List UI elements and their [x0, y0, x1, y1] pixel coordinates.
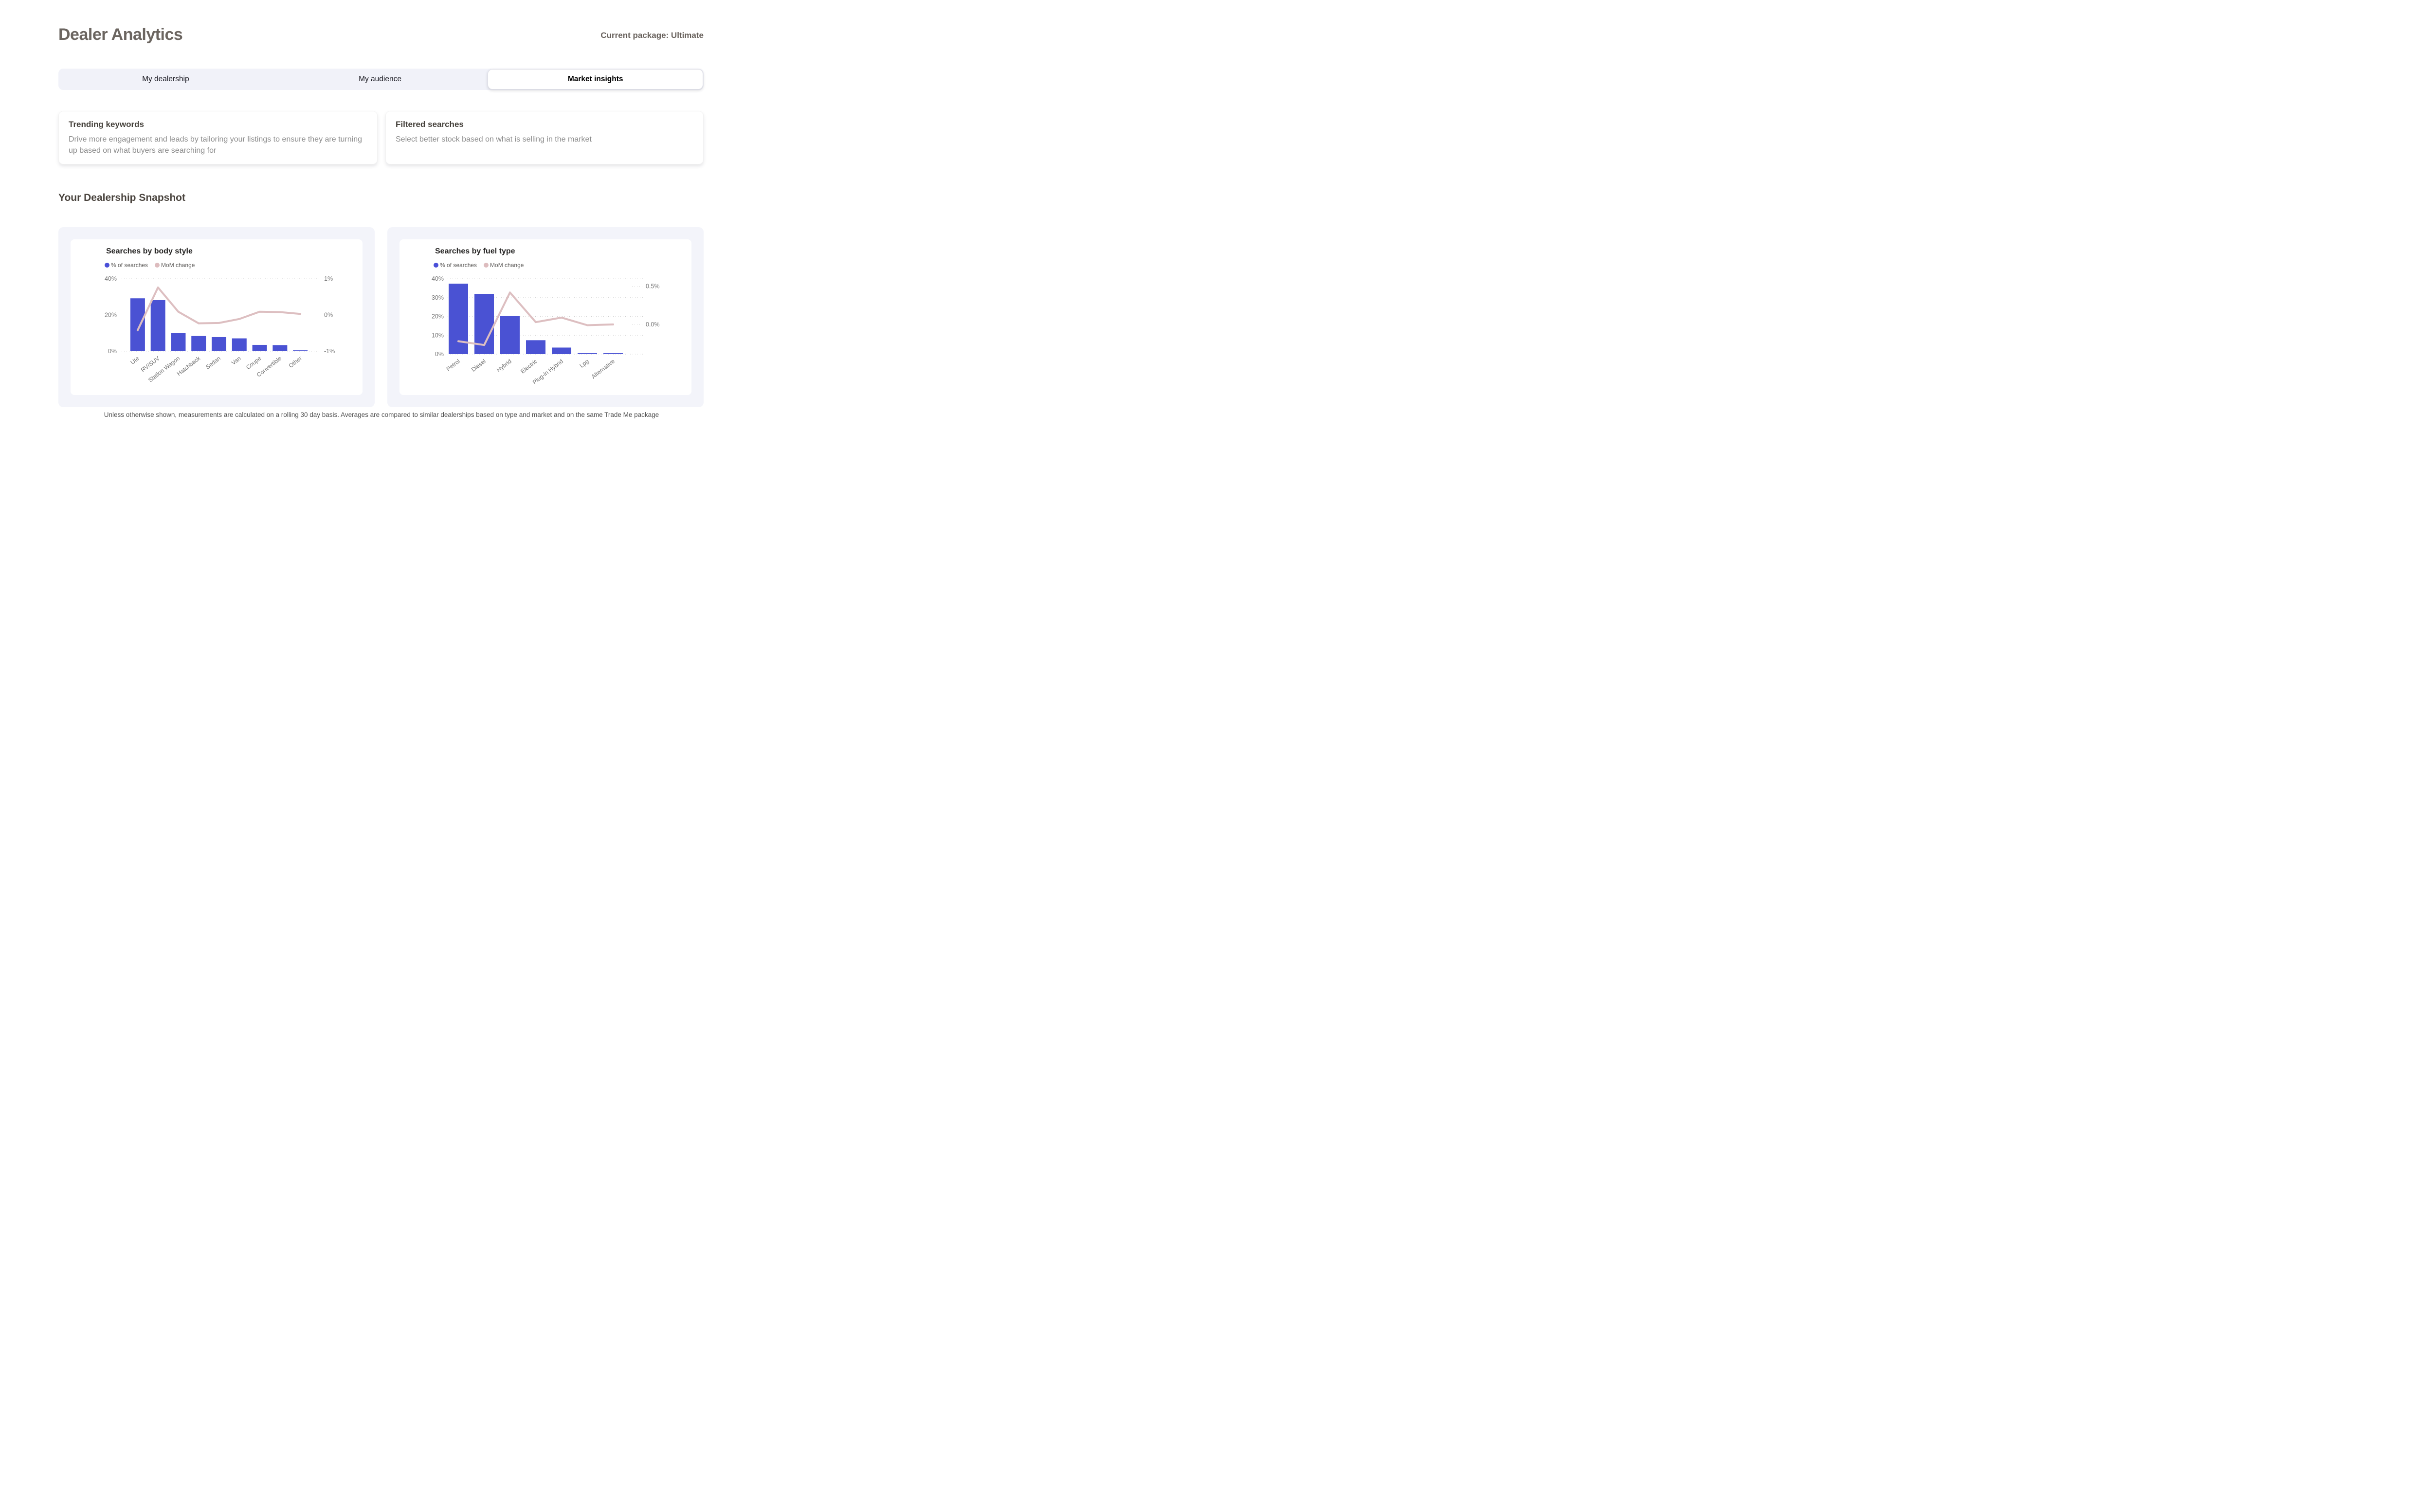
- tab-my-dealership[interactable]: My dealership: [58, 69, 273, 90]
- page-title: Dealer Analytics: [58, 25, 183, 44]
- dealer-analytics-page: Dealer Analytics Current package: Ultima…: [0, 0, 763, 440]
- bar: [526, 340, 545, 354]
- right-axis-tick-label: 0.0%: [646, 321, 660, 328]
- left-axis-tick-label: 20%: [432, 313, 444, 320]
- left-axis-tick-label: 30%: [432, 294, 444, 301]
- tab-bar: My dealership My audience Market insight…: [58, 69, 704, 90]
- bar: [449, 284, 468, 354]
- bar: [232, 338, 247, 351]
- body-style-chart-legend: % of searches MoM change: [105, 262, 195, 269]
- mom-change-line: [136, 286, 302, 331]
- left-axis-tick-label: 0%: [108, 348, 117, 355]
- left-axis-tick-label: 40%: [105, 275, 117, 282]
- filtered-searches-title: Filtered searches: [396, 120, 464, 129]
- trending-keywords-card[interactable]: Trending keywords Drive more engagement …: [58, 111, 378, 164]
- x-axis-category-label: Hybrid: [495, 358, 513, 373]
- legend-searches-label: % of searches: [111, 262, 148, 269]
- left-axis-tick-label: 20%: [105, 312, 117, 319]
- bar: [272, 345, 288, 351]
- left-axis-tick-label: 0%: [435, 351, 444, 358]
- body-style-panel: 0% 20% 40% -1% 0% 1% Ute RV/SUV Station Wagon Hat…: [58, 227, 375, 407]
- tab-market-insights-label: Market insights: [567, 75, 623, 83]
- bar: [603, 353, 623, 354]
- dealership-snapshot-heading: Your Dealership Snapshot: [58, 192, 185, 203]
- fuel-type-chart-title: Searches by fuel type: [435, 247, 515, 255]
- trending-keywords-description: Drive more engagement and leads by tailo…: [69, 135, 362, 155]
- current-package-label: Current package: Ultimate: [600, 31, 704, 40]
- bar: [130, 298, 145, 351]
- legend-searches-label: % of searches: [440, 262, 477, 269]
- fuel-type-panel: 0% 10% 20% 30% 40% 0.0% 0.5% Petrol Diesel Hybrid…: [387, 227, 704, 407]
- bar: [293, 350, 308, 351]
- fuel-type-chart-legend: % of searches MoM change: [434, 262, 524, 269]
- left-axis-tick-label: 40%: [432, 275, 444, 282]
- right-axis-tick-label: 0%: [324, 312, 333, 319]
- x-axis-category-label: Other: [288, 355, 303, 369]
- mom-series-dot-icon: [155, 263, 160, 268]
- tab-market-insights[interactable]: Market insights: [488, 69, 704, 90]
- legend-item-searches: % of searches: [105, 262, 148, 269]
- tab-my-audience[interactable]: My audience: [273, 69, 488, 90]
- body-style-chart-title: Searches by body style: [106, 247, 193, 255]
- filtered-searches-description: Select better stock based on what is sel…: [396, 135, 592, 144]
- x-axis-category-label: Hatchback: [176, 355, 202, 378]
- tab-my-dealership-label: My dealership: [142, 75, 189, 83]
- trending-keywords-title: Trending keywords: [69, 120, 144, 129]
- x-axis-category-label: Alternative: [590, 358, 617, 380]
- bar: [500, 316, 520, 354]
- legend-item-searches: % of searches: [434, 262, 477, 269]
- bar: [578, 353, 597, 354]
- bar: [212, 337, 227, 351]
- searches-series-dot-icon: [434, 263, 438, 268]
- fuel-type-chart-card: 0% 10% 20% 30% 40% 0.0% 0.5% Petrol Diesel Hybrid…: [399, 239, 691, 395]
- tab-my-audience-label: My audience: [359, 75, 401, 83]
- bar: [171, 333, 186, 351]
- right-axis-tick-label: 1%: [324, 275, 333, 282]
- bar: [191, 336, 206, 351]
- filtered-searches-card[interactable]: Filtered searches Select better stock ba…: [385, 111, 704, 164]
- legend-item-mom: MoM change: [155, 262, 195, 269]
- x-axis-category-label: Sedan: [204, 355, 222, 370]
- bar: [252, 344, 267, 351]
- measurement-disclaimer: Unless otherwise shown, measurements are…: [104, 411, 659, 418]
- right-axis-tick-label: -1%: [324, 348, 335, 355]
- mom-change-line: [457, 291, 614, 346]
- x-axis-category-label: Petrol: [445, 358, 461, 372]
- x-axis-category-label: Electric: [519, 358, 539, 375]
- x-axis-category-label: Diesel: [470, 358, 487, 373]
- x-axis-category-label: Lpg: [578, 358, 590, 369]
- x-axis-category-label: Van: [230, 355, 242, 366]
- legend-mom-label: MoM change: [161, 262, 195, 269]
- body-style-chart-card: 0% 20% 40% -1% 0% 1% Ute RV/SUV Station Wagon Hat…: [71, 239, 363, 395]
- bar: [150, 300, 165, 351]
- left-axis-tick-label: 10%: [432, 332, 444, 339]
- x-axis-category-label: Coupe: [245, 355, 263, 371]
- legend-item-mom: MoM change: [484, 262, 524, 269]
- legend-mom-label: MoM change: [490, 262, 524, 269]
- right-axis-tick-label: 0.5%: [646, 283, 660, 290]
- searches-by-fuel-type-chart: 0% 10% 20% 30% 40% 0.0% 0.5% Petrol Diesel Hybrid…: [432, 275, 660, 386]
- bar: [552, 347, 571, 354]
- searches-series-dot-icon: [105, 263, 109, 268]
- x-axis-category-label: Ute: [129, 355, 141, 366]
- mom-series-dot-icon: [484, 263, 489, 268]
